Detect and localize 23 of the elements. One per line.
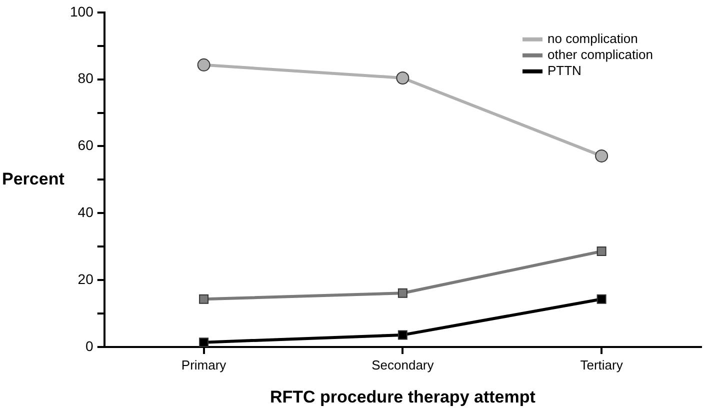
- y-tick-label: 0: [86, 338, 94, 354]
- point: [595, 149, 608, 162]
- point: [398, 288, 408, 298]
- point: [199, 338, 209, 347]
- y-tick-label: 60: [78, 137, 94, 154]
- point: [199, 294, 209, 304]
- x-tick-label: Primary: [181, 357, 227, 372]
- x-tick-label: Secondary: [372, 357, 434, 372]
- point: [396, 71, 410, 84]
- x-tick-label: Tertiary: [580, 357, 624, 372]
- legend-label: PTTN: [548, 62, 582, 78]
- x-axis-title: RFTC procedure therapy attempt: [270, 387, 536, 406]
- y-tick-label: 40: [78, 204, 94, 220]
- point: [596, 294, 606, 304]
- y-tick-label: 20: [78, 270, 94, 287]
- legend-label: no complication: [548, 30, 638, 46]
- y-tick-label: 80: [78, 70, 94, 86]
- point: [398, 330, 408, 340]
- point: [596, 246, 606, 256]
- legend-label: other complication: [548, 46, 653, 62]
- point: [197, 58, 210, 72]
- y-axis-title: Percent: [2, 169, 65, 188]
- y-tick-label: 100: [70, 3, 94, 20]
